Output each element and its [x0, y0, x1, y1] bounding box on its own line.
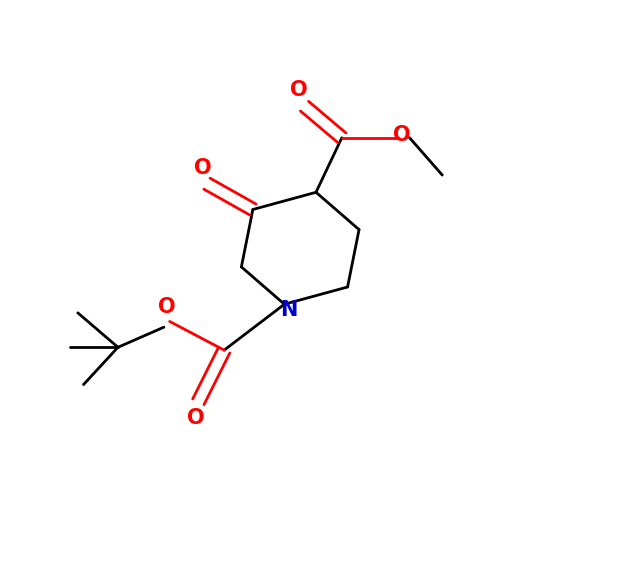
Text: N: N: [281, 300, 298, 320]
Text: O: O: [186, 408, 204, 428]
Text: O: O: [193, 158, 211, 177]
Text: O: O: [158, 297, 176, 317]
Text: O: O: [290, 80, 308, 100]
Text: O: O: [393, 125, 411, 145]
